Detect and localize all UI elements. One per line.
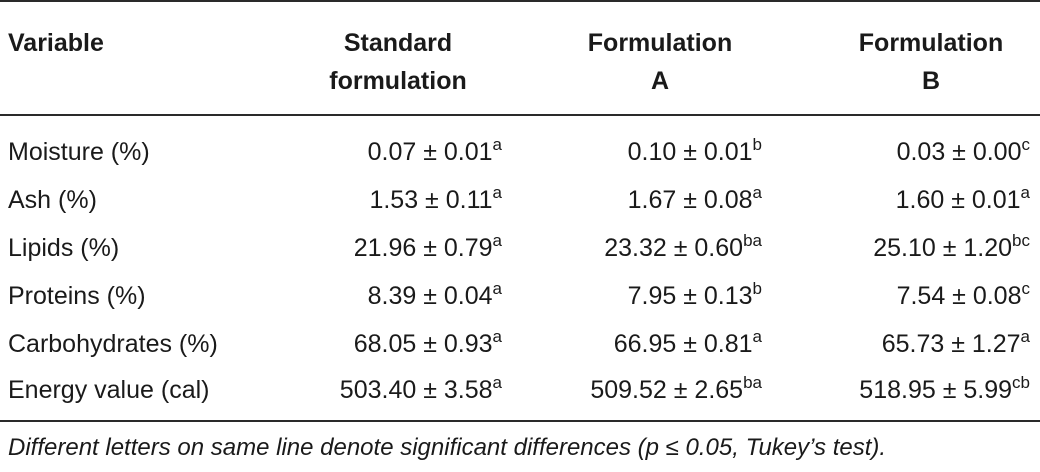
cell-formulation-a: 66.95 ± 0.81a — [613, 327, 762, 358]
table-row: Proteins (%) 8.39 ± 0.04a 7.95 ± 0.13b 7… — [0, 272, 1040, 320]
header-variable: Variable — [8, 24, 104, 62]
row-label: Carbohydrates (%) — [8, 330, 218, 358]
cell-standard: 8.39 ± 0.04a — [367, 279, 502, 310]
header-formulation-a-line2: A — [650, 67, 670, 95]
table-footnote: Different letters on same line denote si… — [8, 434, 887, 461]
header-divider-rule — [0, 114, 1040, 116]
header-standard-formulation: Standard formulation — [270, 24, 526, 100]
table-row: Ash (%) 1.53 ± 0.11a 1.67 ± 0.08a 1.60 ±… — [0, 176, 1040, 224]
table-row: Energy value (cal) 503.40 ± 3.58a 509.52… — [0, 366, 1040, 414]
header-standard-line1: Standard — [343, 29, 453, 57]
row-label: Lipids (%) — [8, 234, 120, 262]
cell-formulation-a: 23.32 ± 0.60ba — [604, 231, 762, 262]
header-formulation-a: Formulation A — [532, 24, 788, 100]
cell-standard: 503.40 ± 3.58a — [339, 373, 502, 404]
header-formulation-b-line1: Formulation — [858, 29, 1004, 57]
cell-formulation-a: 1.67 ± 0.08a — [627, 183, 762, 214]
cell-standard: 21.96 ± 0.79a — [353, 231, 502, 262]
table-row: Carbohydrates (%) 68.05 ± 0.93a 66.95 ± … — [0, 320, 1040, 368]
header-formulation-b-line2: B — [921, 67, 941, 95]
cell-formulation-b: 7.54 ± 0.08c — [896, 279, 1030, 310]
table-bottom-rule — [0, 420, 1040, 422]
cell-formulation-a: 509.52 ± 2.65ba — [590, 373, 762, 404]
cell-formulation-b: 65.73 ± 1.27a — [881, 327, 1030, 358]
cell-formulation-a: 0.10 ± 0.01b — [627, 135, 762, 166]
cell-formulation-b: 25.10 ± 1.20bc — [873, 231, 1030, 262]
header-formulation-a-line1: Formulation — [587, 29, 733, 57]
row-label: Moisture (%) — [8, 138, 150, 166]
cell-formulation-b: 0.03 ± 0.00c — [896, 135, 1030, 166]
row-label: Ash (%) — [8, 186, 97, 214]
header-formulation-b: Formulation B — [800, 24, 1040, 100]
cell-standard: 0.07 ± 0.01a — [367, 135, 502, 166]
cell-formulation-b: 1.60 ± 0.01a — [895, 183, 1030, 214]
table-top-rule — [0, 0, 1040, 2]
cell-formulation-b: 518.95 ± 5.99cb — [859, 373, 1030, 404]
row-label: Proteins (%) — [8, 282, 146, 310]
cell-standard: 1.53 ± 0.11a — [369, 183, 502, 214]
cell-formulation-a: 7.95 ± 0.13b — [627, 279, 762, 310]
header-variable-label: Variable — [8, 29, 104, 57]
cell-standard: 68.05 ± 0.93a — [353, 327, 502, 358]
header-standard-line2: formulation — [329, 67, 467, 95]
row-label: Energy value (cal) — [8, 376, 210, 404]
table-row: Moisture (%) 0.07 ± 0.01a 0.10 ± 0.01b 0… — [0, 128, 1040, 176]
table-row: Lipids (%) 21.96 ± 0.79a 23.32 ± 0.60ba … — [0, 224, 1040, 272]
